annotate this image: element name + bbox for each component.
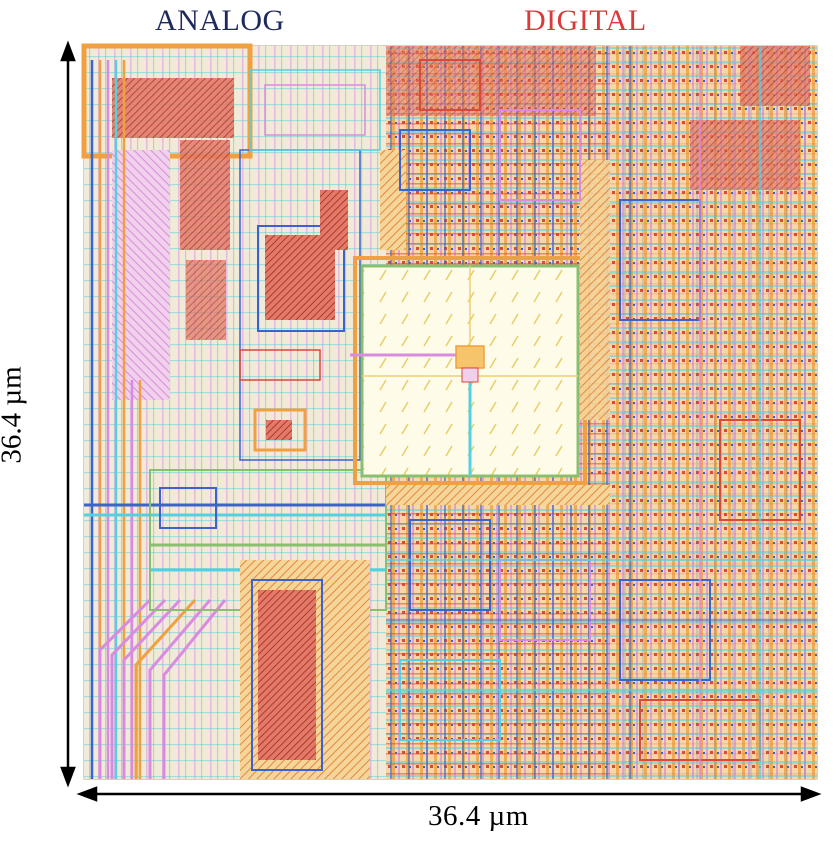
analog-structures — [81, 43, 387, 779]
analog-label: ANALOG — [155, 4, 285, 37]
height-dimension-label: 36.4 µm — [0, 366, 28, 464]
width-dimension-label: 36.4 µm — [428, 800, 529, 832]
capacitor-block — [350, 256, 587, 485]
height-dimension-arrow — [60, 40, 76, 788]
digital-label: DIGITAL — [524, 4, 647, 37]
digital-structures — [380, 46, 817, 779]
width-dimension-arrow — [76, 786, 822, 802]
